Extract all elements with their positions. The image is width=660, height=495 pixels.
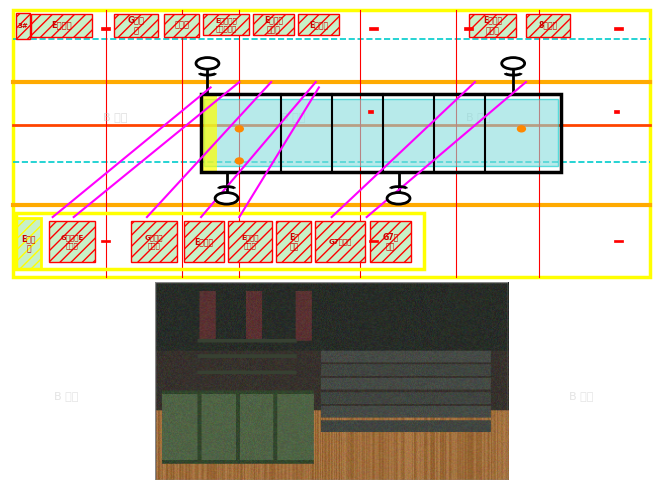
Bar [277,221,312,262]
Text: E五号、
六号梁: E五号、 六号梁 [483,15,502,35]
Bar [201,94,217,172]
Bar [368,109,373,113]
Ellipse shape [196,57,219,69]
Bar [464,27,473,30]
Bar [131,221,177,262]
Text: 8八号梁: 8八号梁 [539,21,558,30]
Bar [315,221,365,262]
Circle shape [236,126,244,132]
Text: B 博革: B 博革 [103,112,127,122]
Text: E五号、六
号梁连接板: E五号、六 号梁连接板 [215,17,237,32]
Bar [31,14,92,37]
Bar [253,14,294,35]
Bar [16,213,424,269]
Bar [368,27,378,30]
Bar [16,218,40,269]
Bar [228,221,272,262]
Text: B 博革: B 博革 [318,391,342,401]
Text: B 博革: B 博革 [54,391,78,401]
Text: G7七
号梁: G7七 号梁 [382,232,399,251]
Circle shape [517,126,525,132]
Bar [16,12,30,39]
Text: E五号、
六号梁: E五号、 六号梁 [264,15,283,34]
Bar [469,14,516,37]
Bar [298,14,339,35]
Text: E七号梁: E七号梁 [309,20,328,29]
Bar [184,221,224,262]
Text: 3#: 3# [18,23,29,29]
Bar [164,14,199,37]
Circle shape [236,158,244,164]
Bar [114,14,158,37]
Ellipse shape [215,193,238,204]
Ellipse shape [502,57,525,69]
Text: B 博革: B 博革 [281,112,306,122]
Bar [614,27,623,30]
Text: E二号
梁: E二号 梁 [21,234,36,253]
Bar [101,240,110,243]
Text: G7备胎梁: G7备胎梁 [328,239,352,245]
Bar [368,240,378,243]
Bar [614,109,619,113]
Bar [614,240,623,243]
Bar [205,99,558,166]
Text: B 博革: B 博革 [569,391,593,401]
Text: G二号、E
二号梁: G二号、E 二号梁 [61,235,84,249]
Bar [201,94,561,172]
Text: 三号梁: 三号梁 [174,21,189,30]
Text: G二号
梁: G二号 梁 [127,15,145,35]
Text: E一号梁: E一号梁 [51,21,71,30]
Text: G一号、
二号梁: G一号、 二号梁 [145,235,163,249]
Bar [203,14,249,35]
Bar [49,221,95,262]
Ellipse shape [387,193,410,204]
Bar [526,14,570,37]
Text: E四号梁: E四号梁 [195,237,214,247]
Text: E四号、
五号梁: E四号、 五号梁 [242,235,259,249]
Text: E备
胎梁: E备 胎梁 [289,232,299,251]
Text: B 博革: B 博革 [466,112,490,122]
Bar [370,221,411,262]
Bar [101,27,110,30]
Bar [13,10,650,277]
